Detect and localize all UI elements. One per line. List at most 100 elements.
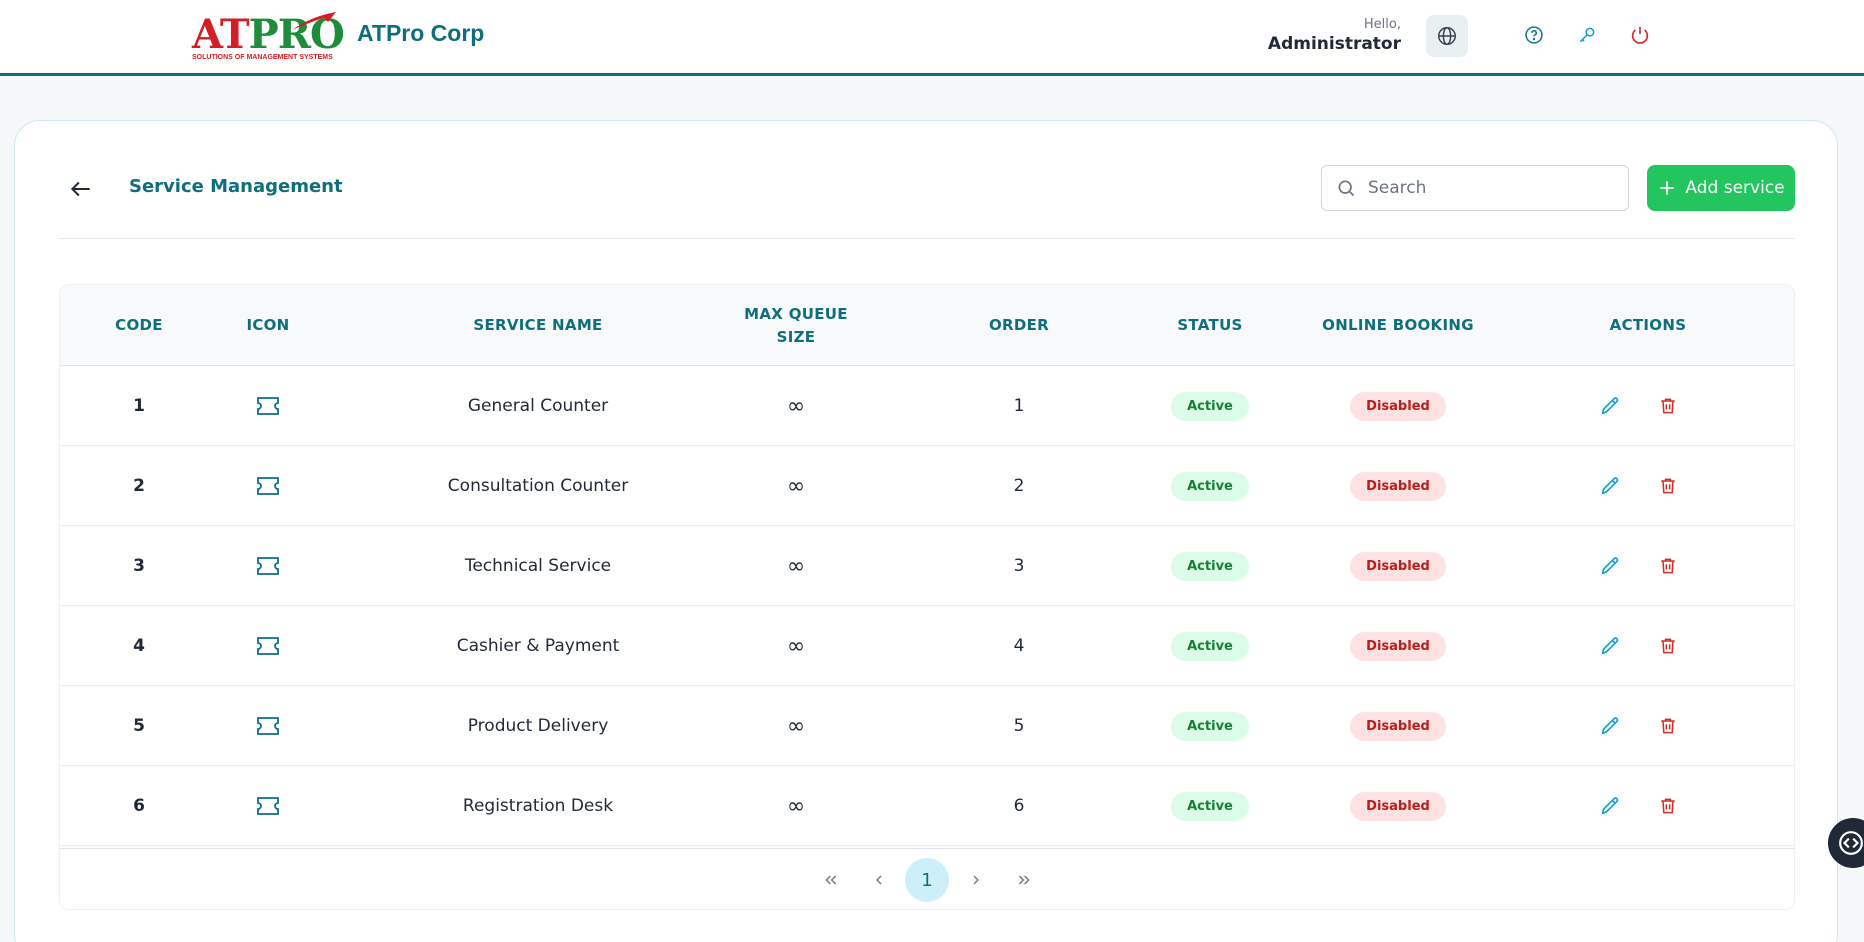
content-card [14,120,1838,942]
language-button[interactable] [1426,15,1468,57]
header-status[interactable]: STATUS [1177,316,1243,334]
header-code[interactable]: CODE [115,316,163,334]
back-button[interactable] [68,176,94,202]
pencil-icon [1599,795,1621,817]
status-badge: Active [1171,791,1249,821]
online-booking-badge: Disabled [1350,791,1446,821]
search-input[interactable] [1368,178,1608,198]
service-order: 3 [1013,556,1025,576]
online-booking-badge: Disabled [1350,631,1446,661]
table-row[interactable]: 3 Technical Service ∞ 3 Active Disabled [60,526,1794,606]
service-order: 4 [1013,636,1025,656]
status-badge: Active [1171,471,1249,501]
arrow-left-icon [70,181,90,197]
table-row[interactable]: 4 Cashier & Payment ∞ 4 Active Disabled [60,606,1794,686]
table-row[interactable]: 1 General Counter ∞ 1 Active Disabled [60,366,1794,446]
edit-button[interactable] [1598,394,1622,418]
table-row[interactable]: 6 Registration Desk ∞ 6 Active Disabled [60,766,1794,846]
online-booking-badge: Disabled [1350,471,1446,501]
service-code: 3 [133,556,145,576]
delete-button[interactable] [1656,634,1680,658]
edit-button[interactable] [1598,714,1622,738]
edit-button[interactable] [1598,634,1622,658]
max-queue-size: ∞ [786,633,806,659]
service-code: 4 [133,636,145,656]
service-code: 5 [133,716,145,736]
status-cell: Active [1140,366,1280,446]
header-service-name[interactable]: SERVICE NAME [473,316,603,334]
trash-icon [1658,796,1678,816]
service-name: General Counter [467,396,609,416]
pencil-icon [1599,475,1621,497]
next-page-button[interactable] [954,858,998,902]
chevron-left-icon [876,875,882,885]
help-button[interactable] [1523,24,1545,46]
search-icon [1338,180,1355,197]
ticket-icon [238,766,298,846]
table-row[interactable]: 5 Product Delivery ∞ 5 Active Disabled [60,686,1794,766]
service-order: 2 [1013,476,1025,496]
ticket-icon [238,446,298,526]
change-password-button[interactable] [1576,24,1598,46]
delete-button[interactable] [1656,394,1680,418]
user-name[interactable]: Administrator [1267,34,1401,54]
status-badge: Active [1171,631,1249,661]
status-cell: Active [1140,606,1280,686]
table-row[interactable]: 2 Consultation Counter ∞ 2 Active Disabled [60,446,1794,526]
status-badge: Active [1171,551,1249,581]
status-cell: Active [1140,766,1280,846]
online-booking-badge: Disabled [1350,551,1446,581]
pencil-icon [1599,635,1621,657]
status-badge: Active [1171,391,1249,421]
service-code: 1 [133,396,145,416]
user-greeting: Hello, Administrator [1268,17,1401,54]
add-service-button[interactable]: Add service [1647,165,1795,211]
trash-icon [1658,556,1678,576]
first-page-button[interactable] [809,858,853,902]
header-online-booking[interactable]: ONLINE BOOKING [1322,316,1474,334]
header-max-queue-size[interactable]: MAX QUEUE SIZE [744,304,848,346]
service-order: 5 [1013,716,1025,736]
service-name: Consultation Counter [447,476,629,496]
page-number-button[interactable]: 1 [905,858,949,902]
edit-button[interactable] [1598,794,1622,818]
search-box[interactable] [1321,165,1629,211]
service-name: Product Delivery [467,716,609,736]
header-icon: ICON [246,316,290,334]
max-queue-size: ∞ [786,793,806,819]
header-actions: ACTIONS [1609,316,1687,334]
services-table: CODE ICON SERVICE NAME MAX QUEUE SIZE OR… [59,284,1795,910]
service-name: Technical Service [464,556,612,576]
delete-button[interactable] [1656,554,1680,578]
last-page-button[interactable] [1002,858,1046,902]
logout-button[interactable] [1629,24,1651,46]
add-service-label: Add service [1685,178,1785,198]
ticket-icon [238,606,298,686]
online-booking-badge: Disabled [1350,711,1446,741]
pencil-icon [1599,715,1621,737]
delete-button[interactable] [1656,714,1680,738]
max-queue-size: ∞ [786,713,806,739]
trash-icon [1658,636,1678,656]
chevrons-right-icon [1018,875,1030,885]
delete-button[interactable] [1656,474,1680,498]
logo-tagline: SOLUTIONS OF MANAGEMENT SYSTEMS [192,54,333,61]
company-logo[interactable]: ATPRO SOLUTIONS OF MANAGEMENT SYSTEMS [190,10,345,64]
online-booking-cell: Disabled [1318,686,1478,766]
service-order: 6 [1013,796,1025,816]
online-booking-cell: Disabled [1318,606,1478,686]
header-divider [59,238,1795,239]
prev-page-button[interactable] [857,858,901,902]
delete-button[interactable] [1656,794,1680,818]
key-icon [1579,27,1595,43]
header-order[interactable]: ORDER [988,316,1050,334]
chevrons-left-icon [825,875,837,885]
online-booking-cell: Disabled [1318,366,1478,446]
service-name: Registration Desk [462,796,614,816]
trash-icon [1658,716,1678,736]
ticket-icon [238,526,298,606]
widget-toggle-button[interactable] [1828,818,1864,868]
edit-button[interactable] [1598,474,1622,498]
edit-button[interactable] [1598,554,1622,578]
logo-swoosh-icon [292,12,336,30]
